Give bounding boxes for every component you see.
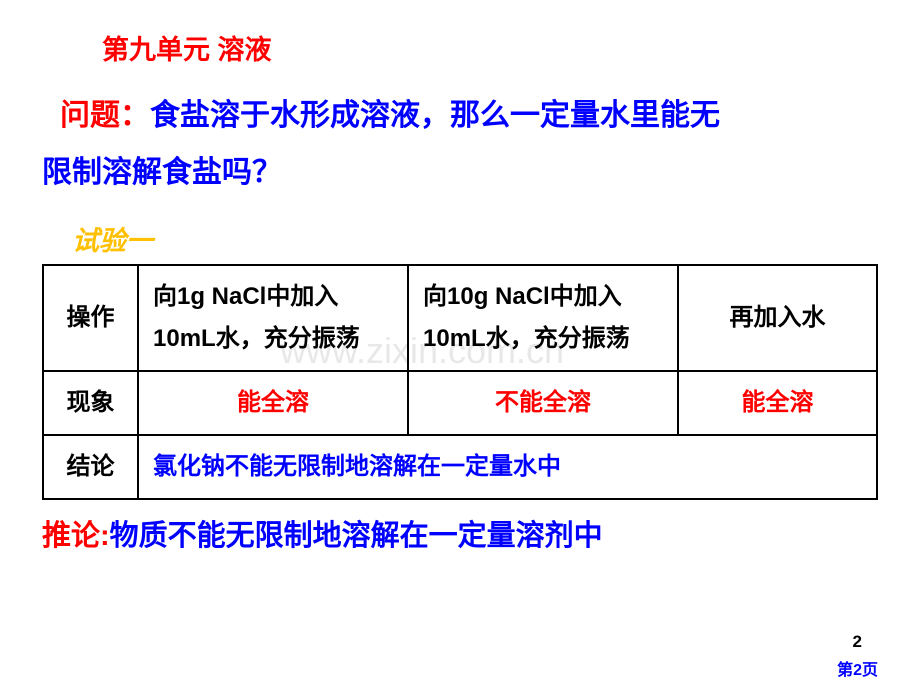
table-row: 操作 向1g NaCl中加入10mL水，充分振荡 向10g NaCl中加入10m… [43, 265, 877, 371]
question-label: 问题： [60, 99, 150, 132]
corollary-label: 推论: [42, 520, 110, 552]
phenomenon-col1: 能全溶 [138, 371, 408, 435]
experiment-table: 操作 向1g NaCl中加入10mL水，充分振荡 向10g NaCl中加入10m… [42, 264, 878, 500]
corollary-text: 物质不能无限制地溶解在一定量溶剂中 [110, 520, 603, 552]
operation-col2: 向10g NaCl中加入10mL水，充分振荡 [408, 265, 678, 371]
phenomenon-header: 现象 [43, 371, 138, 435]
operation-col1: 向1g NaCl中加入10mL水，充分振荡 [138, 265, 408, 371]
unit-title: 第九单元 溶液 [102, 28, 878, 67]
operation-col3: 再加入水 [678, 265, 877, 371]
operation-header: 操作 [43, 265, 138, 371]
question-block: 问题：食盐溶于水形成溶液，那么一定量水里能无 限制溶解食盐吗？ [42, 87, 878, 201]
question-text-line2: 限制溶解食盐吗？ [42, 156, 282, 189]
table-row: 现象 能全溶 不能全溶 能全溶 [43, 371, 877, 435]
experiment-label: 试验一 [72, 219, 878, 258]
slide-number: 第2页 [837, 656, 878, 680]
phenomenon-col2: 不能全溶 [408, 371, 678, 435]
conclusion-content: 氯化钠不能无限制地溶解在一定量水中 [138, 435, 877, 499]
phenomenon-col3: 能全溶 [678, 371, 877, 435]
question-text-line1: 食盐溶于水形成溶液，那么一定量水里能无 [150, 99, 720, 132]
table-row: 结论 氯化钠不能无限制地溶解在一定量水中 [43, 435, 877, 499]
corollary: 推论:物质不能无限制地溶解在一定量溶剂中 [42, 512, 878, 554]
page-number: 2 [853, 632, 862, 652]
conclusion-header: 结论 [43, 435, 138, 499]
